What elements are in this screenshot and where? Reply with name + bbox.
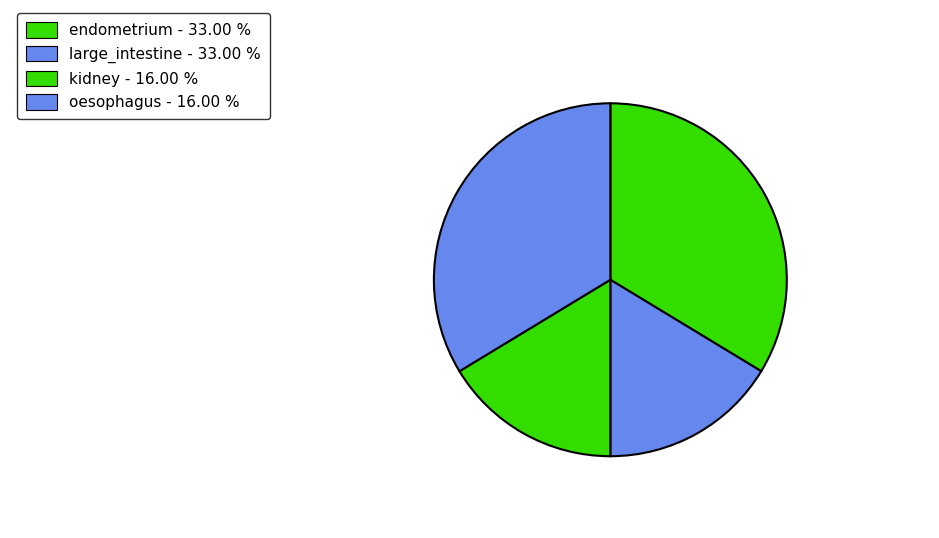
- Wedge shape: [459, 280, 610, 456]
- Wedge shape: [610, 103, 787, 371]
- Wedge shape: [434, 103, 610, 371]
- Legend: endometrium - 33.00 %, large_intestine - 33.00 %, kidney - 16.00 %, oesophagus -: endometrium - 33.00 %, large_intestine -…: [17, 13, 269, 119]
- Wedge shape: [610, 280, 762, 456]
